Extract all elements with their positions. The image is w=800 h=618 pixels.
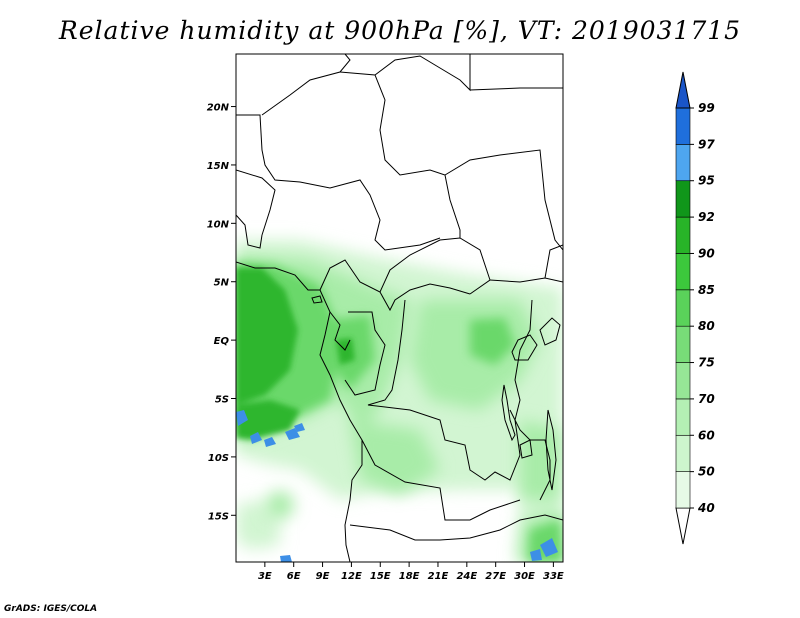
colorbar-swatch — [675, 398, 691, 436]
lat-tick-label: EQ — [214, 336, 230, 347]
country-borders — [236, 54, 563, 562]
lat-tick-label: 5S — [215, 395, 229, 406]
lat-tick-label: 15N — [207, 161, 230, 172]
colorbar-swatch — [675, 434, 691, 472]
lon-tick-label: 33E — [543, 571, 564, 582]
colorbar-label: 80 — [698, 319, 715, 333]
colorbar-swatch — [675, 253, 691, 291]
lon-tick-label: 18E — [399, 571, 420, 582]
lat-tick-label: 5N — [214, 278, 230, 289]
lon-tick-label: 21E — [428, 571, 449, 582]
colorbar-label: 40 — [697, 501, 715, 515]
lon-tick-label: 30E — [514, 571, 535, 582]
colorbar: 40 50 60 70 75 80 85 90 92 95 97 99 — [675, 71, 715, 545]
lon-tick-label: 27E — [485, 571, 506, 582]
lat-tick-label: 10S — [208, 453, 229, 464]
lat-tick-label: 20N — [207, 103, 230, 114]
latitude-axis: 20N 15N 10N 5N EQ 5S 10S 15S — [207, 103, 236, 522]
colorbar-overflow-triangle — [675, 71, 691, 109]
map-title: Relative humidity at 900hPa [%], VT: 201… — [58, 16, 742, 45]
lon-tick-label: 9E — [316, 571, 330, 582]
colorbar-underflow-triangle — [675, 507, 691, 545]
lon-tick-label: 15E — [370, 571, 391, 582]
grads-credit: GrADS: IGES/COLA — [4, 604, 98, 614]
colorbar-label: 90 — [698, 246, 715, 260]
lat-tick-label: 10N — [207, 219, 230, 230]
lon-tick-label: 6E — [287, 571, 301, 582]
colorbar-label: 92 — [698, 210, 715, 224]
colorbar-swatch — [675, 144, 691, 182]
colorbar-swatch — [675, 362, 691, 400]
lat-tick-label: 15S — [208, 511, 229, 522]
colorbar-swatch — [675, 471, 691, 509]
longitude-axis: 3E 6E 9E 12E 15E 18E 21E 24E 27E 30E 33E — [258, 562, 564, 582]
colorbar-label: 95 — [698, 174, 715, 188]
colorbar-swatch — [675, 180, 691, 218]
colorbar-label: 70 — [698, 392, 715, 406]
colorbar-label: 50 — [698, 465, 715, 479]
colorbar-swatch — [675, 325, 691, 363]
colorbar-swatch — [675, 289, 691, 327]
plot-frame — [235, 53, 564, 563]
colorbar-label: 97 — [698, 137, 715, 151]
colorbar-label: 99 — [698, 101, 715, 115]
lon-tick-label: 24E — [456, 571, 477, 582]
lakes — [311, 295, 561, 491]
lon-tick-label: 12E — [341, 571, 362, 582]
colorbar-swatch — [675, 216, 691, 254]
colorbar-label: 60 — [698, 428, 715, 442]
lon-tick-label: 3E — [258, 571, 272, 582]
colorbar-swatch — [675, 107, 691, 145]
colorbar-label: 85 — [698, 283, 715, 297]
colorbar-label: 75 — [698, 356, 715, 370]
humidity-field — [236, 54, 563, 562]
